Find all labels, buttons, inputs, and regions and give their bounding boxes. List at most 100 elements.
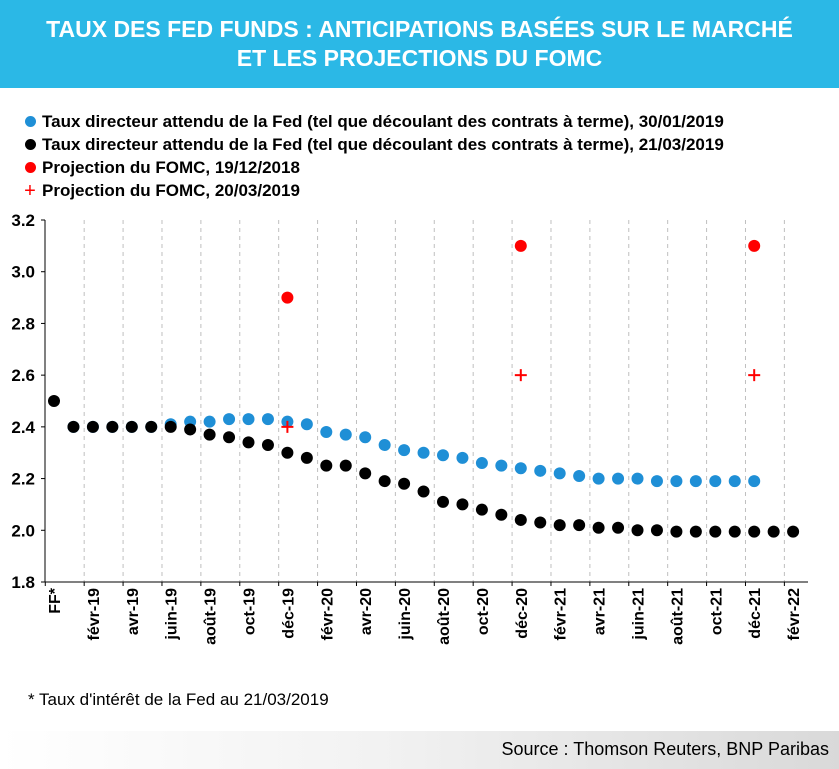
series-1-point (689, 525, 702, 538)
chart-title-line-1: TAUX DES FED FUNDS : ANTICIPATIONS BASÉE… (46, 16, 793, 42)
series-1-point (748, 525, 761, 538)
series-0-point (495, 459, 508, 472)
series-0-point (709, 475, 722, 488)
x-tick-label: déc-21 (747, 588, 764, 639)
series-1-point (300, 451, 313, 464)
series-1-point (359, 467, 372, 480)
black-dot-icon (22, 133, 38, 156)
series-1-point (534, 516, 547, 529)
series-1-point (612, 521, 625, 534)
legend-item-black-dot: Taux directeur attendu de la Fed (tel qu… (22, 133, 724, 156)
series-0-point (670, 475, 683, 488)
legend-label: Projection du FOMC, 19/12/2018 (42, 158, 300, 177)
series-0-point (631, 472, 644, 485)
x-tick-label: juin-20 (397, 588, 414, 641)
legend-label: Taux directeur attendu de la Fed (tel qu… (42, 112, 724, 131)
series-1-point (631, 524, 644, 537)
series-1-point (709, 525, 722, 538)
blue-dot-icon (22, 110, 38, 133)
series-1-point (48, 395, 60, 407)
x-tick-label: févr-19 (86, 588, 103, 641)
series-0-point (456, 451, 469, 464)
series-0-point (534, 464, 547, 477)
series-0-point (378, 438, 391, 451)
chart-legend: Taux directeur attendu de la Fed (tel qu… (22, 110, 724, 202)
series-0-point (398, 444, 411, 457)
series-0-point (475, 457, 488, 470)
series-1-point (670, 525, 683, 538)
series-0-point (261, 413, 274, 426)
x-tick-label: avr-19 (125, 588, 142, 635)
y-tick-label: 3.2 (11, 211, 35, 230)
series-0-point (223, 413, 236, 426)
series-0-point (417, 446, 430, 459)
series-1-point (437, 495, 449, 508)
y-tick-label: 2.0 (11, 521, 35, 540)
series-0-point (514, 462, 527, 475)
series-0-point (592, 472, 605, 485)
legend-item-red-dot: Projection du FOMC, 19/12/2018 (22, 156, 724, 179)
x-tick-label: juin-21 (631, 588, 648, 641)
x-tick-label: févr-22 (786, 588, 803, 641)
x-tick-label: oct-21 (708, 588, 725, 635)
x-tick-label: déc-19 (280, 588, 297, 639)
x-tick-label: avr-21 (592, 588, 609, 635)
legend-label: Projection du FOMC, 20/03/2019 (42, 181, 300, 200)
series-1-point (553, 519, 566, 532)
series-0-point (650, 475, 663, 488)
series-0-point (320, 426, 333, 439)
series-1-point (223, 431, 236, 444)
source-bar: Source : Thomson Reuters, BNP Paribas (0, 731, 839, 769)
series-0-point (242, 413, 255, 426)
y-tick-label: 1.8 (11, 573, 35, 592)
series-1-point (378, 475, 391, 488)
series-1-point (145, 420, 158, 433)
y-tick-label: 2.4 (11, 418, 35, 437)
x-tick-label: août-20 (436, 588, 453, 645)
series-2-point (748, 239, 761, 252)
series-0-point (359, 431, 372, 444)
series-0-point (203, 415, 216, 428)
x-tick-label: août-19 (203, 588, 220, 645)
series-1-point (86, 420, 99, 433)
series-1-point (320, 459, 333, 472)
series-1-point (106, 420, 119, 433)
x-tick-label: avr-20 (358, 588, 375, 635)
x-tick-label: août-21 (669, 588, 686, 645)
series-1-point (242, 436, 255, 449)
x-tick-label: oct-20 (475, 588, 492, 635)
series-0-point (612, 472, 625, 485)
x-tick-label: FF* (47, 587, 64, 614)
series-0-point (339, 428, 352, 441)
series-0-point (689, 475, 702, 488)
red-dot-icon (22, 156, 38, 179)
x-tick-label: déc-20 (514, 588, 531, 639)
series-0-point (573, 469, 586, 482)
series-0-point (437, 449, 449, 462)
series-1-point (203, 428, 216, 441)
legend-item-red-plus: + Projection du FOMC, 20/03/2019 (22, 179, 724, 202)
series-1-point (67, 420, 80, 433)
series-1-point (125, 420, 138, 433)
legend-item-blue-dot: Taux directeur attendu de la Fed (tel qu… (22, 110, 724, 133)
series-1-point (261, 438, 274, 451)
x-tick-label: oct-19 (242, 588, 259, 635)
series-1-point (650, 524, 663, 537)
series-1-point (514, 513, 527, 526)
chart-header: TAUX DES FED FUNDS : ANTICIPATIONS BASÉE… (0, 0, 839, 88)
series-1-point (767, 525, 780, 538)
y-tick-label: 2.8 (11, 314, 35, 333)
series-1-point (417, 485, 430, 498)
series-2-point (281, 291, 294, 304)
chart-plot: 1.8 2.0 2.2 2.4 2.6 2.8 3.0 3.2 FF* févr-19 avr-19… (11, 211, 808, 645)
red-plus-icon: + (24, 179, 36, 202)
series-1-point (281, 446, 294, 459)
legend-label: Taux directeur attendu de la Fed (tel qu… (42, 135, 724, 154)
series-1-point (398, 477, 411, 490)
footnote: * Taux d'intérêt de la Fed au 21/03/2019 (28, 690, 329, 709)
x-tick-label: juin-19 (164, 588, 181, 641)
y-tick-label: 3.0 (11, 263, 35, 282)
series-2-point (514, 239, 527, 252)
series-1-point (573, 519, 586, 532)
series-1-point (456, 498, 469, 511)
